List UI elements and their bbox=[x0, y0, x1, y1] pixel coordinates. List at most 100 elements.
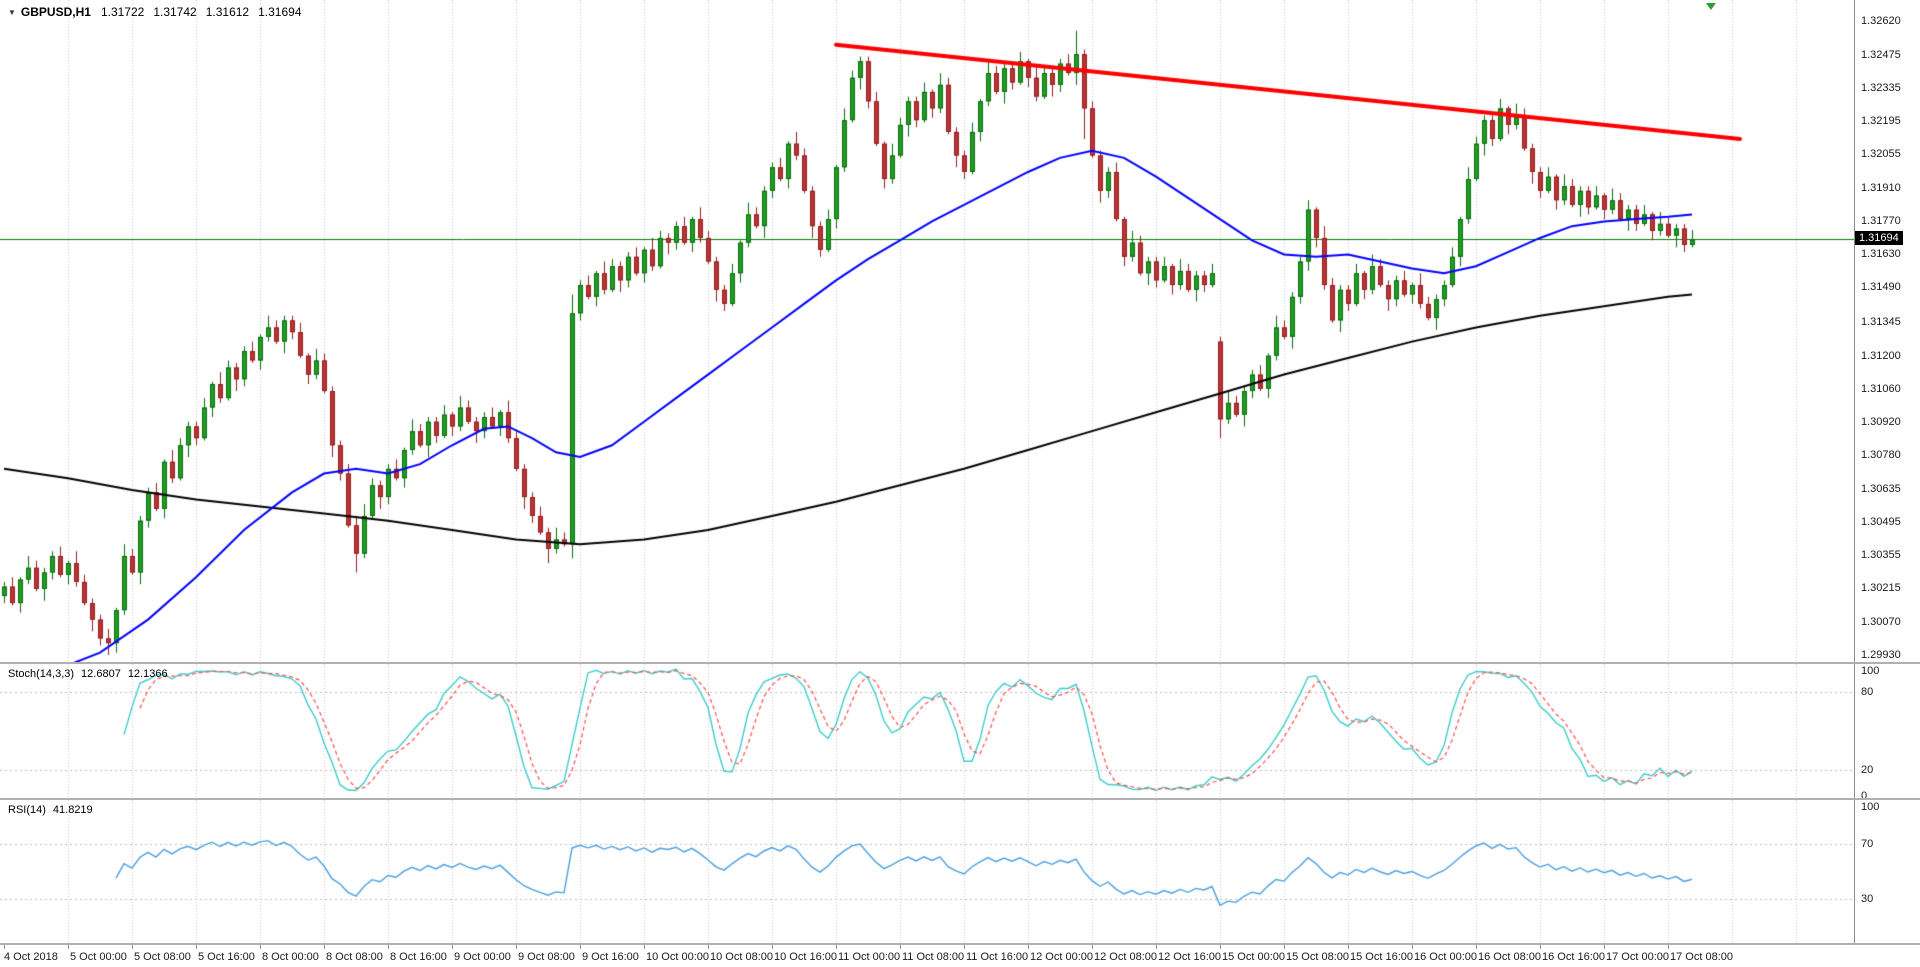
time-axis-tick bbox=[4, 945, 5, 949]
time-axis-tick bbox=[132, 945, 133, 949]
stoch-axis-label: 100 bbox=[1861, 665, 1880, 677]
price-axis-label: 1.31060 bbox=[1861, 382, 1901, 395]
price-axis-label: 1.30920 bbox=[1861, 415, 1901, 428]
time-axis-label: 17 Oct 00:00 bbox=[1606, 951, 1669, 963]
price-axis-label: 1.31345 bbox=[1861, 315, 1901, 328]
time-axis-label: 15 Oct 00:00 bbox=[1222, 951, 1285, 963]
time-axis-label: 16 Oct 08:00 bbox=[1478, 951, 1541, 963]
quote-close: 1.31694 bbox=[258, 5, 302, 19]
time-axis-label: 11 Oct 16:00 bbox=[966, 951, 1029, 963]
time-axis-tick bbox=[452, 945, 453, 949]
rsi-indicator-header: RSI(14) 41.8219 bbox=[8, 804, 100, 816]
stoch-indicator-label: Stoch(14,3,3) bbox=[8, 668, 75, 680]
rsi-indicator-label: RSI(14) bbox=[8, 804, 46, 816]
symbol-ohlc-header: ▼ GBPUSD,H1 1.31722 1.31742 1.31612 1.31694 bbox=[8, 5, 311, 19]
time-axis[interactable]: 4 Oct 2018 5 Oct 00:00 5 Oct 08:00 5 Oct 16… bbox=[0, 945, 1920, 967]
price-axis-label: 1.30070 bbox=[1861, 615, 1901, 628]
panel-separator[interactable] bbox=[0, 662, 1920, 664]
stoch-axis-label: 80 bbox=[1861, 686, 1874, 698]
price-axis-label: 1.31200 bbox=[1861, 349, 1901, 362]
time-axis-tick bbox=[772, 945, 773, 949]
current-price-tag: 1.31694 bbox=[1855, 231, 1903, 246]
time-axis-label: 8 Oct 16:00 bbox=[390, 951, 447, 963]
price-axis-label: 1.32335 bbox=[1861, 82, 1901, 95]
time-axis-tick bbox=[324, 945, 325, 949]
time-axis-tick bbox=[1220, 945, 1221, 949]
time-axis-tick bbox=[1540, 945, 1541, 949]
time-axis-label: 9 Oct 00:00 bbox=[454, 951, 511, 963]
time-axis-label: 12 Oct 00:00 bbox=[1030, 951, 1093, 963]
time-axis-label: 12 Oct 16:00 bbox=[1158, 951, 1221, 963]
price-axis-label: 1.30355 bbox=[1861, 548, 1901, 561]
stoch-k-value: 12.6807 bbox=[81, 668, 121, 680]
rsi-value: 41.8219 bbox=[52, 804, 93, 816]
time-axis-tick bbox=[196, 945, 197, 949]
time-axis-label: 17 Oct 08:00 bbox=[1670, 951, 1733, 963]
time-axis-label: 5 Oct 00:00 bbox=[70, 951, 127, 963]
main-chart-canvas[interactable] bbox=[0, 0, 1854, 662]
time-axis-label: 9 Oct 16:00 bbox=[582, 951, 639, 963]
symbol-title: GBPUSD,H1 bbox=[20, 5, 91, 19]
time-axis-tick bbox=[580, 945, 581, 949]
time-axis-label: 15 Oct 16:00 bbox=[1350, 951, 1413, 963]
price-axis-label: 1.32055 bbox=[1861, 148, 1901, 161]
price-axis-label: 1.29930 bbox=[1861, 648, 1901, 661]
price-axis-label: 1.31910 bbox=[1861, 182, 1901, 195]
current-price-tag-value: 1.31694 bbox=[1859, 232, 1899, 245]
time-axis-tick bbox=[1156, 945, 1157, 949]
price-axis-label: 1.30635 bbox=[1861, 482, 1901, 495]
time-axis-label: 16 Oct 00:00 bbox=[1414, 951, 1477, 963]
price-axis-label: 1.31770 bbox=[1861, 215, 1901, 228]
price-axis-label: 1.30215 bbox=[1861, 581, 1901, 594]
price-axis-label: 1.32475 bbox=[1861, 49, 1901, 62]
rsi-axis-label: 100 bbox=[1861, 801, 1880, 813]
stoch-indicator-header: Stoch(14,3,3) 12.6807 12.1366 bbox=[8, 668, 175, 680]
time-axis-label: 11 Oct 08:00 bbox=[902, 951, 965, 963]
time-axis-tick bbox=[644, 945, 645, 949]
stoch-axis-label: 20 bbox=[1861, 764, 1874, 776]
chart-shift-marker-icon[interactable] bbox=[1706, 3, 1716, 10]
time-axis-tick bbox=[1412, 945, 1413, 949]
time-axis-label: 10 Oct 08:00 bbox=[710, 951, 773, 963]
quote-low: 1.31612 bbox=[205, 5, 250, 19]
time-axis-tick bbox=[1092, 945, 1093, 949]
rsi-axis-label: 70 bbox=[1861, 837, 1874, 850]
time-axis-tick bbox=[516, 945, 517, 949]
symbol-dropdown-icon[interactable]: ▼ bbox=[8, 8, 16, 18]
time-axis-label: 10 Oct 16:00 bbox=[774, 951, 837, 963]
time-axis-label: 9 Oct 08:00 bbox=[518, 951, 575, 963]
time-axis-tick bbox=[1604, 945, 1605, 949]
quote-high: 1.31742 bbox=[153, 5, 197, 19]
time-axis-tick bbox=[1668, 945, 1669, 949]
panel-separator[interactable] bbox=[0, 943, 1920, 945]
price-axis-border-line bbox=[1854, 0, 1855, 945]
stoch-panel-canvas[interactable] bbox=[0, 664, 1854, 798]
rsi-axis-label: 30 bbox=[1861, 893, 1874, 906]
rsi-panel-canvas[interactable] bbox=[0, 800, 1854, 943]
stoch-axis-label: 0 bbox=[1861, 790, 1868, 802]
time-axis-tick bbox=[260, 945, 261, 949]
time-axis-label: 16 Oct 16:00 bbox=[1542, 951, 1605, 963]
time-axis-label: 8 Oct 00:00 bbox=[262, 951, 319, 963]
time-axis-tick bbox=[708, 945, 709, 949]
time-axis-tick bbox=[900, 945, 901, 949]
price-axis-label: 1.30780 bbox=[1861, 448, 1901, 461]
panel-separator[interactable] bbox=[0, 798, 1920, 800]
price-axis-label: 1.30495 bbox=[1861, 515, 1901, 528]
price-axis-label: 1.32620 bbox=[1861, 15, 1901, 28]
time-axis-tick bbox=[388, 945, 389, 949]
time-axis-label: 15 Oct 08:00 bbox=[1286, 951, 1349, 963]
time-axis-label: 8 Oct 08:00 bbox=[326, 951, 383, 963]
quote-open: 1.31722 bbox=[100, 5, 145, 19]
time-axis-label: 5 Oct 08:00 bbox=[134, 951, 191, 963]
price-axis-label: 1.32195 bbox=[1861, 115, 1901, 128]
time-axis-tick bbox=[1028, 945, 1029, 949]
time-axis-tick bbox=[68, 945, 69, 949]
price-axis[interactable]: 1.32620 1.32475 1.32335 1.32195 1.32055 1.319… bbox=[1855, 0, 1920, 945]
price-axis-label: 1.31630 bbox=[1861, 248, 1901, 261]
time-axis-label: 10 Oct 00:00 bbox=[646, 951, 709, 963]
time-axis-label: 11 Oct 00:00 bbox=[838, 951, 901, 963]
stoch-d-value: 12.1366 bbox=[127, 668, 168, 680]
time-axis-tick bbox=[1348, 945, 1349, 949]
time-axis-label: 5 Oct 16:00 bbox=[198, 951, 255, 963]
